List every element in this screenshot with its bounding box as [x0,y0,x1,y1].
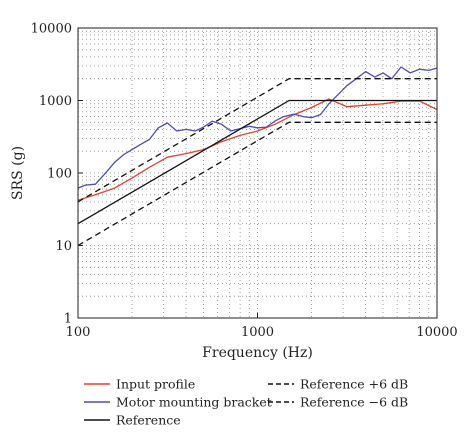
legend: Input profile Motor mounting bracket Refer… [84,377,408,428]
tick-labels: 100 1000 10000 1 10 100 1000 10000 [31,22,458,341]
legend-label-2: Reference [116,413,181,428]
legend-label-4: Reference −6 dB [300,395,408,410]
series-line-4 [77,121,437,247]
legend-label-3: Reference +6 dB [300,377,408,392]
legend-label-1: Motor mounting bracket [116,395,272,410]
y-axis-label: SRS (g) [10,146,26,200]
series-layer [77,66,438,247]
y-tick-label: 100 [47,167,72,182]
x-tick-label: 1000 [241,325,274,340]
series-line-2 [77,99,437,225]
series-line-1 [77,66,438,189]
y-tick-label: 1 [64,312,72,327]
y-tick-label: 10 [55,239,72,254]
series-line-0 [77,98,438,201]
y-tick-label: 1000 [39,94,72,109]
x-axis-label: Frequency (Hz) [202,345,313,361]
x-tick-label: 10000 [416,325,457,340]
series-line-3 [77,78,437,203]
legend-label-0: Input profile [116,377,195,392]
grid [78,28,437,318]
y-tick-label: 10000 [31,22,72,37]
x-tick-label: 100 [66,325,91,340]
